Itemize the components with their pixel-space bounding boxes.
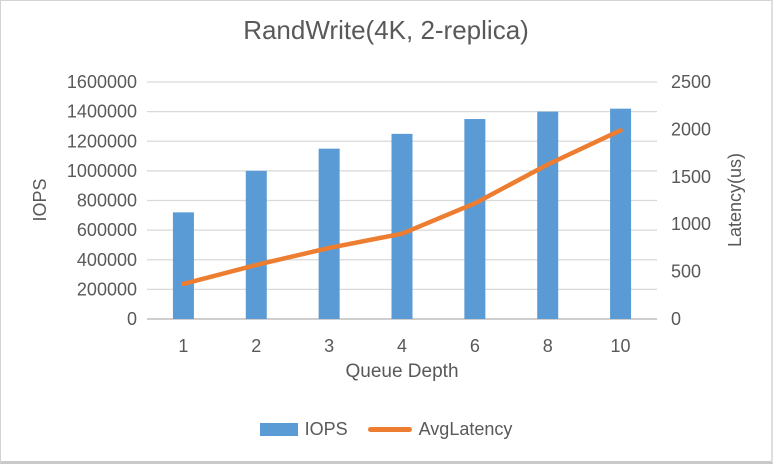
right-axis-tick-label: 2000	[671, 119, 711, 139]
bar-2	[245, 170, 267, 319]
legend-swatch-line-icon	[367, 427, 412, 432]
bar-3	[318, 148, 340, 319]
legend-label-avglatency: AvgLatency	[418, 419, 513, 439]
bar-4	[391, 133, 413, 319]
x-axis-tick-label: 2	[251, 336, 261, 356]
left-axis-tick-label: 400000	[77, 250, 137, 270]
x-axis-tick-label: 8	[543, 336, 553, 356]
avglatency-line	[181, 128, 623, 287]
x-axis-title: Queue Depth	[345, 361, 459, 382]
legend: IOPS AvgLatency	[1, 419, 771, 440]
x-axis-tick-label: 10	[611, 336, 631, 356]
chart-title: RandWrite(4K, 2-replica)	[243, 15, 529, 45]
left-axis-tick-label: 800000	[77, 191, 137, 211]
right-axis-tick-label: 0	[671, 309, 681, 329]
legend-swatch-bar-icon	[259, 423, 298, 436]
left-axis-tick-label: 1600000	[67, 72, 137, 92]
left-axis-tick-label: 600000	[77, 220, 137, 240]
right-axis-tick-label: 500	[671, 262, 701, 282]
legend-item-iops: IOPS	[259, 419, 348, 440]
x-axis-tick-label: 6	[470, 336, 480, 356]
left-axis-tick-label: 1000000	[67, 161, 137, 181]
left-axis-tick-label: 0	[127, 309, 137, 329]
left-axis-tick-label: 1400000	[67, 102, 137, 122]
right-axis-tick-label: 1500	[671, 167, 711, 187]
bar-1	[172, 212, 194, 319]
legend-label-iops: IOPS	[304, 419, 348, 439]
x-axis-tick-label: 3	[324, 336, 334, 356]
bar-8	[537, 111, 559, 319]
x-axis-tick-label: 4	[397, 336, 407, 356]
x-axis-tick-label: 1	[178, 336, 188, 356]
left-axis-tick-label: 1200000	[67, 131, 137, 151]
bar-6	[464, 119, 486, 319]
left-axis-tick-label: 200000	[77, 279, 137, 299]
right-axis-tick-label: 2500	[671, 72, 711, 92]
bar-10	[610, 108, 632, 319]
legend-item-avglatency: AvgLatency	[367, 419, 513, 440]
right-axis-tick-label: 1000	[671, 214, 711, 234]
